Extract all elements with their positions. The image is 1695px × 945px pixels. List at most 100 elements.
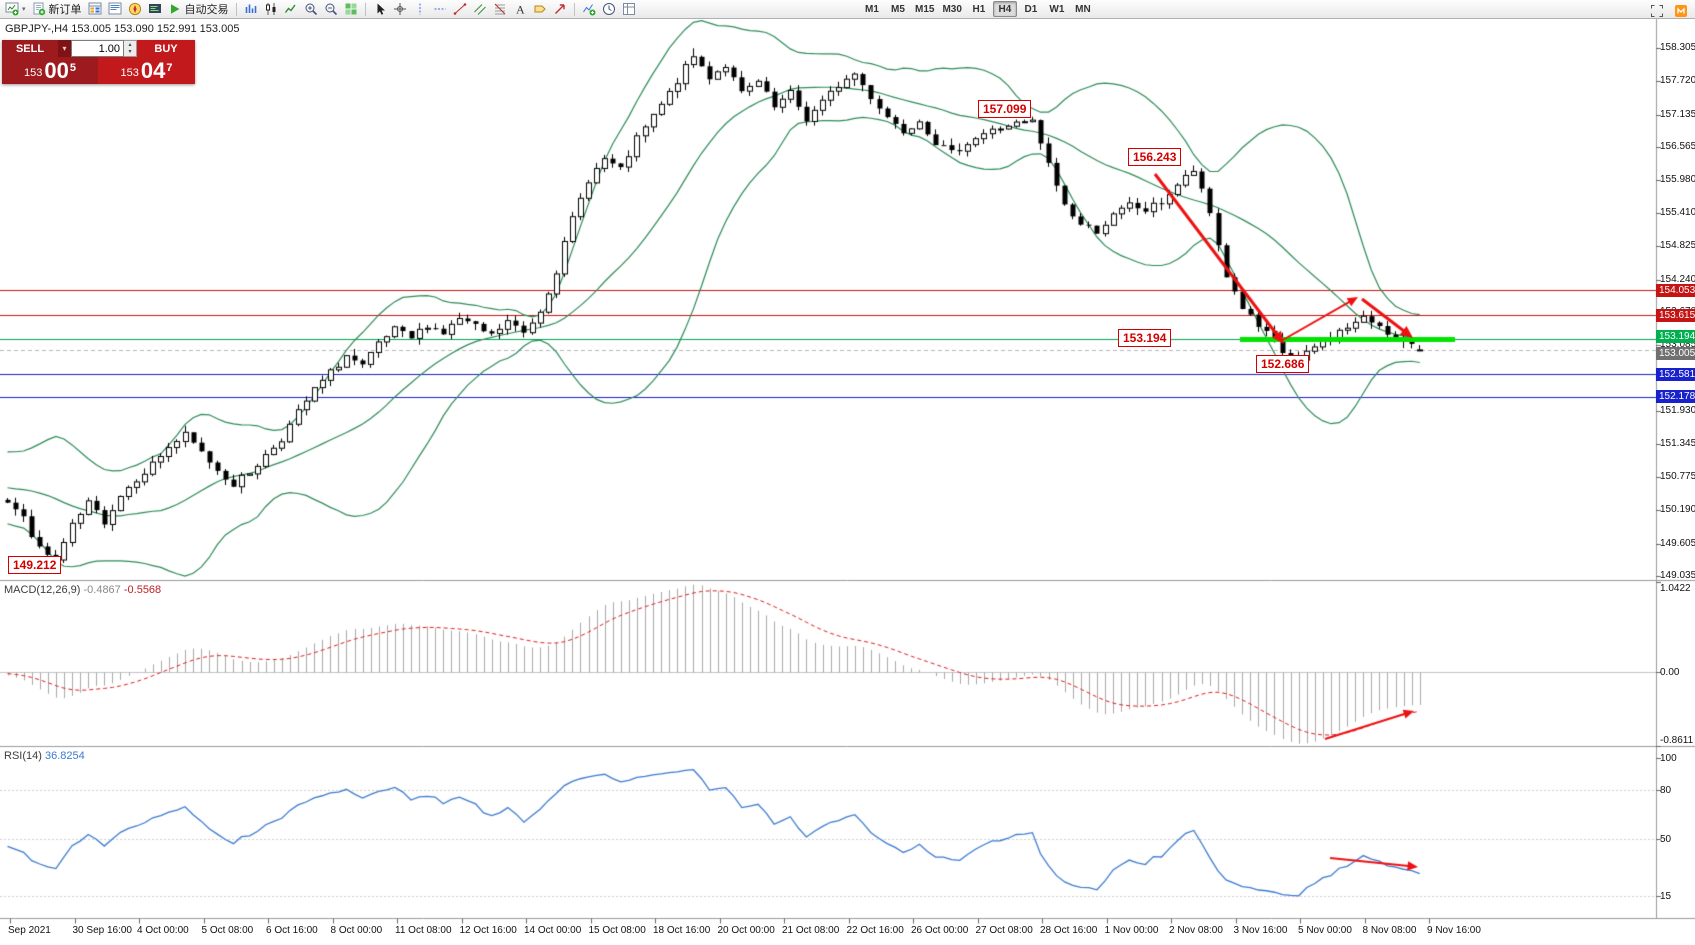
macd-axis-tick: -0.8611 [1660, 735, 1694, 746]
fullscreen-button[interactable] [1647, 2, 1667, 19]
trendline-button[interactable] [450, 1, 470, 18]
new-order-button[interactable]: 新订单 [29, 1, 85, 18]
price-axis-tick: 157.720 [1660, 75, 1695, 87]
timeframe-button-D1[interactable]: D1 [1024, 4, 1038, 15]
sell-price-button[interactable]: 153 00 5 [2, 57, 98, 84]
spinner-down-icon[interactable]: ▾ [128, 48, 132, 55]
tile-windows-button[interactable] [341, 1, 361, 18]
autotrading-button[interactable]: 自动交易 [165, 1, 232, 18]
market-watch-button[interactable] [85, 1, 105, 18]
spinner-up-icon[interactable]: ▴ [128, 41, 132, 48]
time-axis-label: 2 Nov 08:00 [1169, 925, 1223, 936]
price-axis-tick: 154.825 [1660, 240, 1695, 252]
rsi-axis-tick: 100 [1660, 753, 1677, 764]
rsi-axis-tick: 15 [1660, 890, 1672, 902]
buy-button[interactable]: BUY [137, 40, 195, 57]
zoom-in-button[interactable] [301, 1, 321, 18]
time-axis-label: 22 Oct 16:00 [846, 925, 904, 936]
zoom-out-icon [325, 3, 337, 16]
community-icon [1675, 4, 1687, 17]
svg-text:A: A [516, 3, 525, 17]
horizontal-line-button[interactable] [430, 1, 450, 18]
macd-axis-tick: 1.0422 [1660, 583, 1691, 594]
timeframe-button-H4[interactable]: H4 [992, 1, 1017, 17]
community-button[interactable] [1671, 2, 1691, 19]
timeframe-button-M5[interactable]: M5 [891, 4, 905, 15]
price-callout[interactable]: 153.194 [1118, 329, 1172, 347]
navigator-icon [128, 2, 141, 16]
market-watch-icon [88, 2, 102, 15]
bar-chart-button[interactable] [241, 1, 261, 18]
indicators-icon [582, 4, 596, 16]
fullscreen-icon [1651, 4, 1663, 17]
new-chart-button[interactable]: ▾ [2, 1, 29, 18]
data-window-button[interactable] [105, 1, 125, 18]
timeframe-button-M1[interactable]: M1 [865, 4, 879, 15]
templates-icon [622, 3, 635, 15]
price-callout[interactable]: 149.212 [8, 556, 62, 574]
crosshair-icon [393, 3, 406, 15]
crosshair-button[interactable] [390, 1, 410, 18]
vertical-line-button[interactable] [410, 1, 430, 18]
price-callout[interactable]: 156.243 [1128, 148, 1182, 166]
timeframe-button-M15[interactable]: M15 [915, 4, 935, 15]
timeframe-button-MN[interactable]: MN [1075, 4, 1091, 15]
rsi-name: RSI(14) [4, 750, 42, 762]
toolbar-right-group [1647, 2, 1691, 19]
templates-button[interactable] [619, 1, 639, 18]
arrows-tool-button[interactable] [550, 1, 570, 18]
fibonacci-button[interactable] [490, 1, 510, 18]
label-tool-button[interactable] [530, 1, 550, 18]
toolbar-separator [235, 2, 237, 16]
price-axis-tag: 153.005 [1656, 347, 1695, 361]
cursor-button[interactable] [370, 1, 390, 18]
time-axis-label: 26 Oct 00:00 [911, 925, 969, 936]
autotrading-icon [170, 4, 180, 14]
periods-button[interactable] [599, 1, 619, 18]
timeframe-button-M30[interactable]: M30 [942, 4, 962, 15]
channel-button[interactable] [470, 1, 490, 18]
volume-input[interactable] [71, 40, 124, 57]
volume-dropdown-icon[interactable]: ▾ [58, 40, 71, 57]
terminal-button[interactable] [145, 1, 165, 18]
price-axis[interactable] [1656, 19, 1695, 919]
candlestick-chart-button[interactable] [261, 1, 281, 18]
volume-spinner[interactable]: ▴ ▾ [124, 40, 137, 57]
price-callout[interactable]: 152.686 [1256, 355, 1310, 373]
timeframe-button-H1[interactable]: H1 [972, 4, 986, 15]
zoom-in-icon [305, 3, 317, 16]
time-axis-label: 12 Oct 16:00 [459, 925, 517, 936]
navigator-button[interactable] [125, 1, 145, 18]
price-axis-tick: 150.190 [1660, 504, 1695, 516]
price-axis-tick: 149.605 [1660, 537, 1695, 549]
bar-chart-icon [245, 4, 256, 13]
line-studies-toolbar: A [370, 0, 570, 18]
line-chart-icon [284, 4, 296, 13]
price-callout[interactable]: 157.099 [978, 100, 1032, 118]
toolbar-separator [364, 2, 366, 16]
time-axis-label: 11 Oct 08:00 [395, 925, 452, 936]
price-axis-tick: 158.305 [1660, 42, 1695, 53]
time-axis-label: 14 Oct 00:00 [524, 925, 582, 936]
rsi-axis-tick: 50 [1660, 834, 1672, 846]
line-chart-button[interactable] [281, 1, 301, 18]
price-axis-tick: 149.035 [1660, 570, 1695, 582]
time-axis-label: 6 Oct 16:00 [266, 925, 318, 936]
zoom-out-button[interactable] [321, 1, 341, 18]
price-axis-tag: 152.581 [1656, 367, 1695, 381]
time-axis-label: 30 Sep 16:00 [72, 925, 133, 936]
sell-button[interactable]: SELL [2, 40, 58, 57]
text-tool-button[interactable]: A [510, 1, 530, 18]
channel-icon [473, 4, 486, 15]
macd-signal-value: -0.5568 [123, 584, 162, 596]
timeframe-button-W1[interactable]: W1 [1049, 4, 1065, 15]
rsi-value: 36.8254 [44, 750, 85, 762]
time-axis-label: 20 Oct 00:00 [717, 925, 775, 936]
time-axis-label: 3 Nov 16:00 [1233, 925, 1288, 936]
time-axis-label: Sep 2021 [8, 925, 51, 936]
macd-indicator-label: MACD(12,26,9) -0.4867 -0.5568 [4, 584, 161, 596]
buy-price-button[interactable]: 153 04 7 [98, 57, 195, 84]
indicators-button[interactable] [579, 1, 599, 18]
